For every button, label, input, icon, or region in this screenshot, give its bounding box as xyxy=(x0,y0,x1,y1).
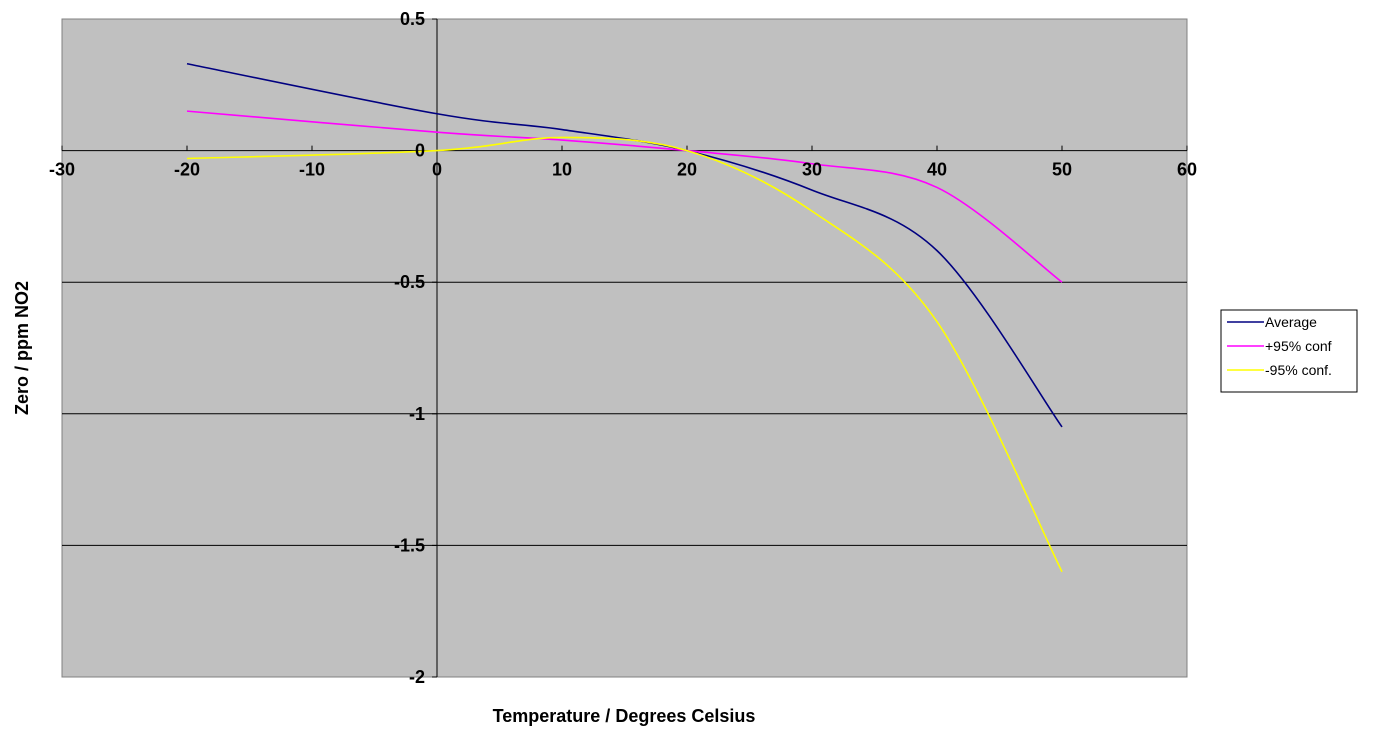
legend-box xyxy=(1220,309,1358,393)
gridlines xyxy=(62,281,1187,546)
axes xyxy=(61,18,1188,678)
tick-labels: -30 -10 -20 0 10 20 30 40 50 60 0.5 0 -0.5 -1 -1.5 -2 xyxy=(49,9,1197,687)
x-axis-title: Temperature / Degrees Celsius xyxy=(493,706,756,726)
legend-label: +95% conf xyxy=(1265,338,1332,354)
x-tick-label: 60 xyxy=(1177,160,1197,180)
y-tick-label: 0.5 xyxy=(400,9,425,29)
x-tick-label: 20 xyxy=(677,160,697,180)
plot-area xyxy=(61,18,1188,678)
x-tick-label: 50 xyxy=(1052,160,1072,180)
y-axis-title: Zero / ppm NO2 xyxy=(12,281,32,415)
x-tick-label: 40 xyxy=(927,160,947,180)
x-tick-label: 10 xyxy=(552,160,572,180)
y-tick-label: -1.5 xyxy=(394,535,425,555)
y-tick-label: 0 xyxy=(415,141,425,161)
x-tick-label: 30 xyxy=(802,160,822,180)
x-tick-label: -10 xyxy=(299,160,325,180)
y-tick-label: -0.5 xyxy=(394,272,425,292)
x-tick-label: -20 xyxy=(174,160,200,180)
series-line--95-conf- xyxy=(186,136,1063,573)
y-tick-label: -2 xyxy=(409,667,425,687)
series-layer xyxy=(186,62,1063,573)
series-line--95-conf xyxy=(186,110,1063,283)
legend: Average +95% conf -95% conf. xyxy=(1220,309,1358,393)
x-tick-label: 0 xyxy=(432,160,442,180)
legend-label: -95% conf. xyxy=(1265,362,1332,378)
legend-label: Average xyxy=(1265,314,1317,330)
x-tick-label: -30 xyxy=(49,160,75,180)
y-tick-label: -1 xyxy=(409,404,425,424)
